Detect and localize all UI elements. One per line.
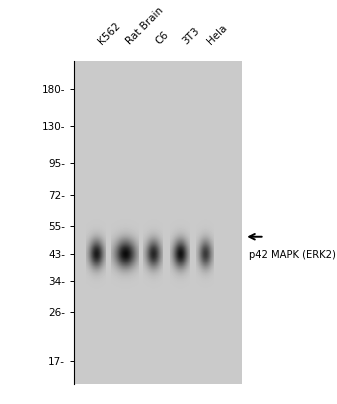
Text: 3T3: 3T3 [180,25,201,46]
Text: Hela: Hela [206,23,229,46]
Text: K562: K562 [96,21,122,46]
Text: p42 MAPK (ERK2): p42 MAPK (ERK2) [249,250,336,260]
Text: Rat Brain: Rat Brain [125,5,166,46]
Text: C6: C6 [153,29,170,46]
